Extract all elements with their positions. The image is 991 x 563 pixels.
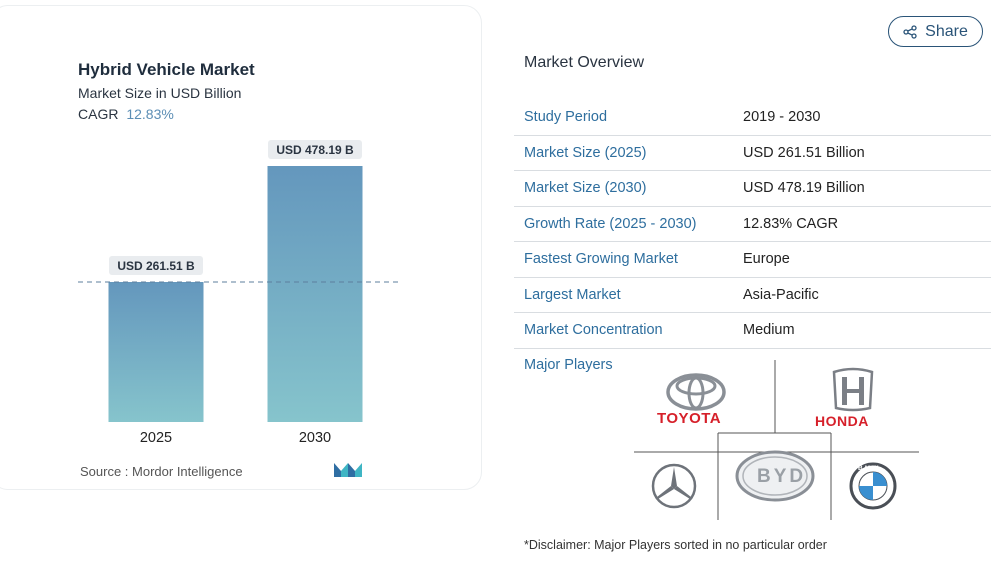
mercedes-logo [651, 463, 697, 509]
row-key[interactable]: Market Size (2030) [524, 180, 647, 197]
source-label: Source : Mordor Intelligence [80, 464, 243, 479]
row-value: 12.83% CAGR [743, 215, 839, 232]
chart-title: Hybrid Vehicle Market [78, 60, 255, 79]
table-row: Largest Market Asia-Pacific [514, 278, 991, 313]
row-value: USD 261.51 Billion [743, 144, 865, 161]
row-value: Asia-Pacific [743, 286, 819, 303]
mordor-intelligence-logo [334, 463, 362, 477]
table-row: Study Period 2019 - 2030 [514, 100, 991, 136]
cagr-row: CAGR 12.83% [78, 106, 174, 122]
honda-wordmark: HONDA [815, 413, 869, 429]
overview-title: Market Overview [524, 54, 645, 71]
row-key[interactable]: Market Concentration [524, 322, 663, 339]
major-players-grid [634, 360, 919, 520]
table-row: Market Size (2030) USD 478.19 Billion [514, 171, 991, 207]
value-label-bg [268, 140, 362, 159]
overview-table: Study Period 2019 - 2030 Market Size (20… [514, 100, 991, 349]
chart-subtitle: Market Size in USD Billion [78, 85, 242, 101]
bar-2025 [108, 282, 204, 422]
x-tick-label: 2030 [299, 430, 331, 446]
share-icon [903, 24, 917, 39]
table-row: Fastest Growing Market Europe [514, 242, 991, 278]
table-row: Market Concentration Medium [514, 313, 991, 349]
value-label: USD 478.19 B [276, 143, 354, 157]
row-key[interactable]: Growth Rate (2025 - 2030) [524, 215, 697, 232]
value-label: USD 261.51 B [117, 259, 195, 273]
share-button[interactable]: Share [888, 16, 983, 47]
cagr-value: 12.83% [126, 106, 174, 122]
bar-2030 [267, 166, 363, 422]
row-key[interactable]: Fastest Growing Market [524, 251, 678, 268]
bmw-logo [849, 462, 897, 510]
table-row: Market Size (2025) USD 261.51 Billion [514, 136, 991, 171]
major-players-label[interactable]: Major Players [524, 357, 613, 373]
share-label: Share [925, 22, 968, 40]
row-value: Medium [743, 322, 795, 339]
value-label-bg [109, 256, 203, 276]
honda-logo [832, 367, 874, 412]
byd-wordmark: BYD [757, 466, 807, 487]
chart-card [0, 5, 482, 490]
row-value: USD 478.19 Billion [743, 180, 865, 197]
row-key[interactable]: Market Size (2025) [524, 144, 647, 161]
x-tick-label: 2025 [140, 430, 172, 446]
byd-logo [735, 450, 815, 502]
row-value: Europe [743, 251, 790, 268]
bar-chart: USD 261.51 B 2025 USD 478.19 B 2030 [78, 140, 398, 446]
table-row: Growth Rate (2025 - 2030) 12.83% CAGR [514, 207, 991, 242]
disclaimer: *Disclaimer: Major Players sorted in no … [524, 538, 827, 552]
row-key[interactable]: Study Period [524, 109, 608, 126]
bmw-wordmark: BMW [858, 465, 881, 472]
toyota-logo [666, 373, 726, 411]
toyota-wordmark: TOYOTA [657, 410, 722, 427]
row-key[interactable]: Largest Market [524, 286, 621, 303]
cagr-label: CAGR [78, 106, 119, 122]
row-value: 2019 - 2030 [743, 109, 821, 126]
